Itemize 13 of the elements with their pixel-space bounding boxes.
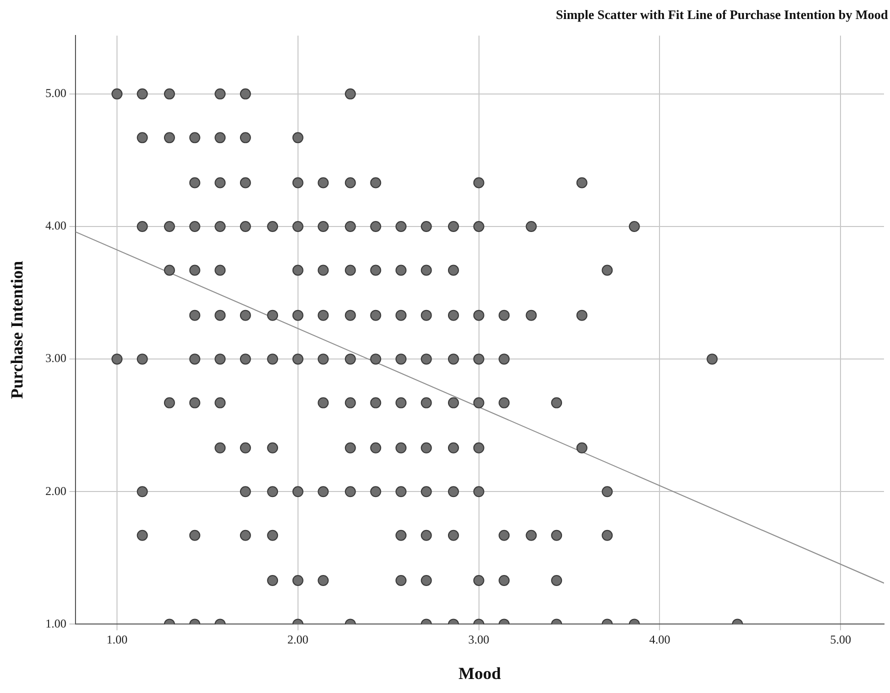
y-tick-label: 3.00 — [45, 351, 66, 366]
y-tick-label: 2.00 — [45, 484, 66, 498]
y-axis-title: Purchase Intention — [8, 260, 27, 399]
x-tick-label: 4.00 — [649, 632, 670, 647]
x-tick-label: 3.00 — [468, 632, 490, 647]
x-tick-label: 1.00 — [106, 632, 128, 647]
chart-title: Simple Scatter with Fit Line of Purchase Intention by Mood — [556, 7, 889, 22]
x-axis-title: Mood — [458, 664, 502, 684]
y-tick-label: 5.00 — [45, 86, 66, 100]
y-tick-label: 4.00 — [45, 218, 66, 233]
x-tick-label: 5.00 — [830, 632, 852, 647]
x-tick-label: 2.00 — [287, 632, 308, 647]
y-tick-label: 1.00 — [45, 616, 66, 630]
